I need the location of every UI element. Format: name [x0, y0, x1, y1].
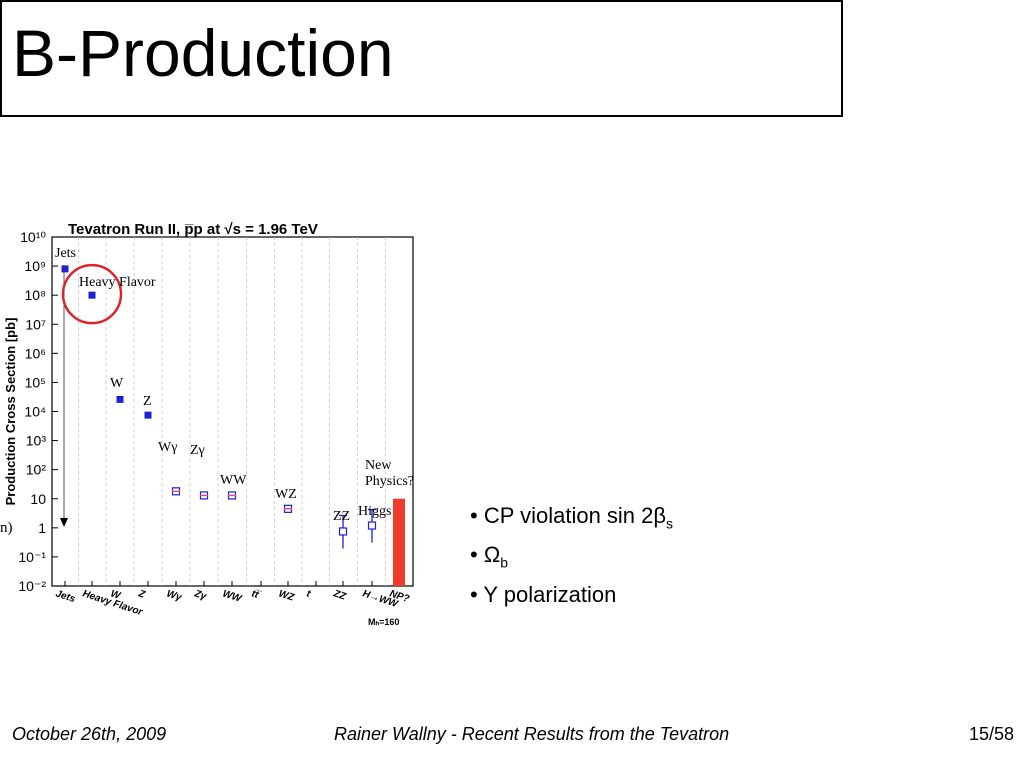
y-tick-label: 10⁸ — [25, 287, 47, 303]
bullet-text: • Υ polarization — [470, 581, 617, 607]
point-label: Z — [143, 394, 152, 409]
bullet-omega-b: • Ωb — [470, 539, 673, 578]
y-tick-label: 10² — [26, 462, 47, 478]
point-label: Jets — [55, 246, 76, 261]
bullet-upsilon-polarization: • Υ polarization — [470, 579, 673, 610]
y-tick-label: 10⁵ — [25, 374, 46, 390]
title-box: B-Production — [0, 0, 843, 117]
jets-arrowhead — [60, 518, 68, 527]
footer-page-number: 15/58 — [968, 724, 1014, 744]
x-category-label: Zγ — [192, 588, 209, 603]
point-label: WZ — [275, 487, 297, 502]
higgs-mass-footnote: Mₕ=160 — [368, 617, 399, 627]
x-category-label: WW — [221, 588, 244, 605]
point-label: Wγ — [158, 440, 177, 455]
bullet-text: • Ω — [470, 542, 501, 568]
grid-layer — [60, 237, 386, 586]
chart-svg: Tevatron Run II, p̅p at √s = 1.96 TeV Pr… — [0, 221, 414, 627]
y-tick-label: 10⁹ — [24, 258, 46, 274]
data-point-jets — [61, 265, 69, 273]
mark-layer — [61, 263, 405, 586]
cross-section-chart: Tevatron Run II, p̅p at √s = 1.96 TeV Pr… — [0, 205, 440, 635]
y-tick-label: 10 — [30, 491, 46, 507]
point-label: W — [110, 376, 124, 391]
y-tick-label: 10⁷ — [25, 316, 46, 332]
x-category-label: Wγ — [165, 588, 184, 604]
footer-talk-title: Rainer Wallny - Recent Results from the … — [334, 724, 730, 744]
point-label: Physics? — [365, 474, 414, 489]
x-category-label: WZ — [277, 588, 296, 604]
point-label: New — [365, 458, 392, 473]
x-category-label: ZZ — [331, 588, 348, 603]
point-label: ZZ — [333, 509, 350, 524]
x-category-label: Z — [136, 588, 147, 601]
bullet-subscript: s — [666, 515, 674, 532]
x-category-label: t — [305, 588, 312, 600]
data-point-heavy-flavor — [88, 291, 96, 299]
bullet-text: • CP violation sin 2β — [470, 503, 667, 528]
x-category-label: Jets — [54, 588, 77, 605]
y-tick-label: 1 — [38, 520, 46, 536]
point-label: Higgs — [358, 504, 391, 519]
point-label: Zγ — [190, 443, 205, 458]
slide-title: B-Production — [12, 16, 394, 90]
chart-ylabel: Production Cross Section [pb] — [3, 318, 18, 506]
point-label: Heavy Flavor — [79, 275, 156, 290]
highlight-circle — [61, 263, 123, 325]
bullet-subscript: b — [500, 554, 509, 571]
y-tick-label: 10⁶ — [25, 345, 46, 361]
point-label: WW — [220, 473, 247, 488]
data-point-w — [116, 395, 124, 403]
chart-title: Tevatron Run II, p̅p at √s = 1.96 TeV — [68, 221, 318, 238]
y-tick-label: 10¹⁰ — [20, 229, 46, 245]
y-tick-label: 10⁻² — [18, 578, 46, 594]
data-point-zz — [338, 527, 348, 536]
y-tick-label: 10³ — [26, 433, 47, 449]
y-tick-label: 10⁻¹ — [18, 549, 46, 565]
bullet-cp-violation: • CP violation sin 2βs — [470, 500, 673, 539]
data-point-higgs — [367, 521, 377, 530]
data-point-z — [144, 411, 152, 419]
bullet-list: • CP violation sin 2βs • Ωb • Υ polariza… — [470, 500, 673, 610]
left-edge-label: n) — [0, 520, 13, 536]
footer-date: October 26th, 2009 — [12, 724, 167, 744]
y-tick-layer: 10⁻² 10⁻¹ 1 10 10² 10³ 10⁴ 10⁵ 10⁶ 10⁷ 10⁸ 10⁹ 10¹⁰ — [18, 229, 58, 594]
y-tick-label: 10⁴ — [24, 404, 46, 420]
x-category-label: tt̅ — [250, 588, 262, 602]
new-physics-bar — [393, 498, 405, 586]
